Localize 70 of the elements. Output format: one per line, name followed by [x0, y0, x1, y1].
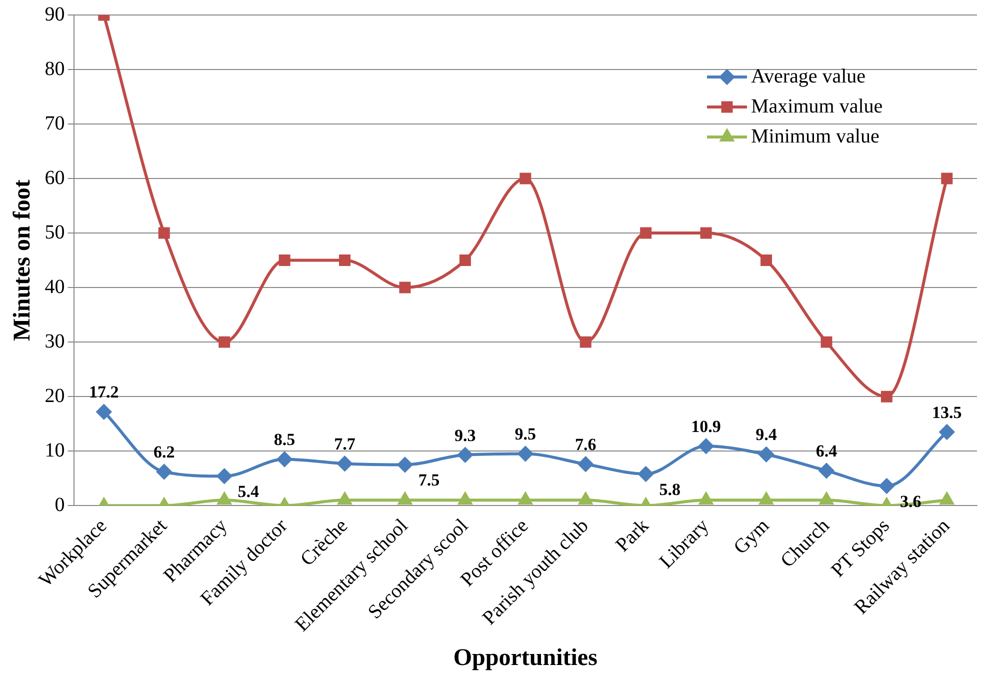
x-tick-label: Park — [612, 514, 654, 556]
point — [399, 282, 411, 294]
data-label: 9.4 — [756, 425, 778, 444]
point — [698, 438, 714, 454]
point — [458, 447, 473, 462]
point — [939, 424, 954, 440]
y-tick-label: 0 — [54, 494, 65, 516]
point — [458, 492, 472, 505]
data-label: 17.2 — [89, 382, 119, 402]
point — [520, 172, 532, 184]
point — [700, 227, 712, 239]
point — [518, 492, 532, 505]
point — [940, 492, 954, 505]
point — [941, 172, 953, 184]
y-tick-label: 70 — [44, 112, 65, 134]
x-tick-label: Gym — [730, 514, 774, 559]
data-label: 9.5 — [514, 424, 536, 444]
point — [459, 254, 471, 266]
point — [880, 390, 892, 402]
point — [760, 492, 773, 505]
point — [578, 456, 594, 472]
legend-label: Minimum value — [751, 125, 880, 148]
point — [218, 492, 232, 505]
point — [337, 456, 352, 472]
y-tick-label: 40 — [44, 276, 65, 298]
y-tick-label: 90 — [44, 3, 65, 26]
point — [216, 468, 232, 484]
point — [218, 336, 230, 348]
point — [820, 492, 834, 505]
data-label: 7.6 — [574, 435, 596, 454]
point — [156, 464, 172, 480]
point — [580, 336, 592, 348]
legend-label: Average value — [751, 65, 866, 88]
point — [699, 492, 713, 505]
y-tick-label: 10 — [44, 439, 65, 462]
y-tick-label: 30 — [44, 330, 65, 352]
data-label: 7.7 — [334, 434, 356, 454]
legend-label: Maximum value — [751, 95, 883, 118]
point — [397, 457, 412, 472]
point — [96, 404, 112, 420]
data-label: 7.5 — [418, 470, 440, 490]
y-tick-label: 50 — [44, 221, 65, 244]
data-label: 6.2 — [153, 442, 175, 462]
point — [758, 446, 774, 462]
point — [398, 492, 412, 505]
point — [338, 492, 352, 505]
data-label: 13.5 — [932, 402, 962, 422]
point — [339, 254, 351, 266]
point — [158, 227, 170, 239]
data-label: 8.5 — [274, 430, 296, 450]
point — [638, 466, 654, 482]
point — [818, 463, 834, 478]
x-axis-title: Opportunities — [453, 644, 598, 671]
y-axis-title: Minutes on foot — [10, 180, 36, 341]
data-label: 5.4 — [238, 482, 260, 502]
data-label: 5.8 — [659, 480, 680, 499]
point — [879, 478, 894, 494]
y-tick-label: 60 — [44, 166, 65, 189]
point — [277, 452, 292, 467]
point — [278, 254, 290, 266]
point — [640, 227, 652, 239]
data-label: 6.4 — [816, 442, 838, 461]
point — [820, 336, 832, 348]
y-tick-label: 80 — [44, 58, 65, 80]
data-label: 9.3 — [454, 426, 476, 445]
point — [518, 446, 533, 462]
y-tick-label: 20 — [44, 384, 65, 407]
point — [760, 254, 772, 266]
data-label: 10.9 — [691, 417, 721, 436]
point — [578, 492, 592, 505]
